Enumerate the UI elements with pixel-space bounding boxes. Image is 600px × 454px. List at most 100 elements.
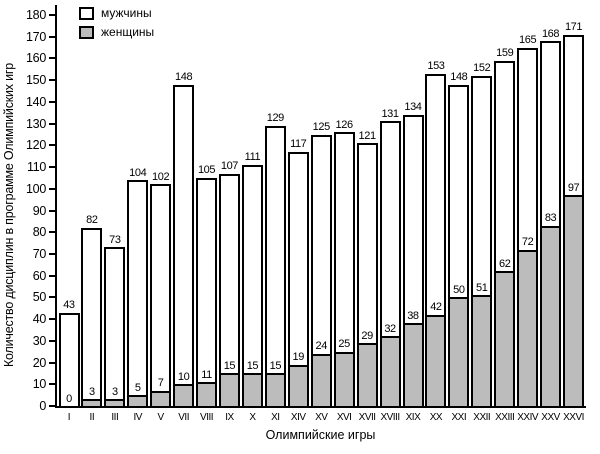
plot-area [55, 5, 586, 408]
men-bar [219, 173, 240, 406]
y-tick-label: 70 [32, 246, 47, 261]
x-tick-label: XIX [405, 412, 421, 423]
women-value-label: 29 [361, 329, 373, 342]
x-tick-label: XIV [290, 412, 306, 423]
women-bar [129, 395, 147, 406]
x-tick-label: XXII [473, 412, 491, 423]
y-axis-tick [49, 231, 55, 234]
men-value-label: 148 [175, 71, 193, 83]
y-tick-label: 60 [32, 268, 47, 283]
men-bar [425, 73, 447, 406]
y-axis-tick [49, 361, 55, 364]
women-bar [450, 297, 468, 406]
x-tick-label: XXV [541, 412, 560, 423]
men-bar [104, 247, 126, 406]
legend-label-women: женщины [101, 25, 155, 39]
y-axis-tick [49, 187, 55, 190]
y-axis-tick [49, 274, 55, 277]
y-tick-label: 40 [32, 312, 47, 327]
men-bar [402, 114, 424, 406]
y-axis-tick [49, 339, 55, 342]
men-value-label: 159 [496, 47, 514, 60]
men-value-label: 131 [381, 107, 399, 120]
men-value-label: 121 [358, 129, 377, 142]
women-bar [496, 271, 514, 406]
men-value-label: 111 [244, 151, 261, 164]
men-value-label: 134 [404, 101, 422, 114]
y-axis-tick [49, 144, 55, 147]
y-tick-label: 80 [32, 225, 47, 240]
men-bar [264, 125, 286, 406]
women-bar [243, 373, 261, 406]
men-bar [333, 132, 355, 406]
men-value-label: 153 [427, 60, 445, 73]
x-tick-label: XXIII [495, 412, 515, 423]
y-tick-label: 50 [32, 290, 47, 305]
women-value-label: 97 [567, 181, 580, 194]
women-value-label: 15 [246, 359, 259, 372]
men-value-label: 126 [335, 118, 354, 131]
women-value-label: 24 [315, 340, 328, 353]
men-bar [494, 60, 516, 406]
women-value-label: 19 [292, 351, 305, 364]
legend: мужчины женщины [79, 6, 154, 44]
y-tick-label: 150 [26, 73, 46, 88]
x-tick-label: VII [178, 412, 189, 423]
y-tick-label: 0 [39, 399, 46, 413]
men-bar [58, 312, 80, 406]
y-tick-label: 160 [26, 51, 46, 66]
x-tick-label: XV [315, 412, 328, 423]
women-value-label: 32 [384, 323, 396, 335]
women-bar [152, 390, 170, 406]
y-tick-label: 10 [32, 377, 47, 392]
men-bar [310, 134, 332, 406]
men-value-label: 171 [564, 21, 583, 34]
women-value-label: 15 [223, 359, 236, 372]
men-bar [356, 143, 378, 406]
women-bar [565, 195, 582, 406]
men-bar [241, 164, 263, 406]
x-tick-label: XX [429, 412, 443, 423]
legend-label-men: мужчины [101, 6, 152, 20]
women-value-label: 38 [407, 310, 419, 322]
men-value-label: 129 [266, 112, 285, 125]
y-tick-label: 120 [26, 138, 46, 153]
x-tick-label: XXI [451, 412, 467, 423]
women-bar [427, 314, 445, 406]
women-value-label: 42 [430, 301, 442, 314]
women-bar [404, 323, 422, 406]
women-bar [221, 373, 238, 406]
men-bar [379, 121, 401, 406]
men-value-label: 105 [197, 164, 216, 177]
women-bar [542, 225, 560, 406]
y-tick-label: 20 [32, 355, 47, 370]
y-axis-tick [49, 35, 55, 38]
men-bar [448, 84, 470, 406]
women-bar [358, 342, 376, 406]
women-bar [266, 373, 284, 406]
men-value-label: 117 [290, 138, 307, 151]
y-axis-tick [49, 296, 55, 299]
women-bar [289, 364, 307, 406]
men-bar [471, 75, 493, 406]
y-axis-tick [49, 122, 55, 125]
women-value-label: 11 [201, 368, 212, 381]
men-value-label: 168 [541, 27, 560, 40]
women-value-label: 83 [544, 212, 557, 225]
men-value-label: 148 [450, 71, 468, 83]
y-axis-tick [49, 14, 55, 16]
men-bar [81, 227, 103, 406]
x-tick-label: IX [225, 412, 234, 423]
women-bar [381, 336, 399, 406]
women-bar [83, 399, 101, 406]
x-tick-label: XVIII [380, 412, 400, 423]
women-bar [312, 353, 330, 406]
x-tick-label: IV [133, 412, 143, 423]
men-bar [196, 177, 218, 406]
y-tick-label: 170 [26, 29, 46, 44]
women-value-label: 51 [476, 281, 488, 294]
y-tick-label: 110 [26, 160, 46, 175]
women-bar [198, 382, 216, 406]
